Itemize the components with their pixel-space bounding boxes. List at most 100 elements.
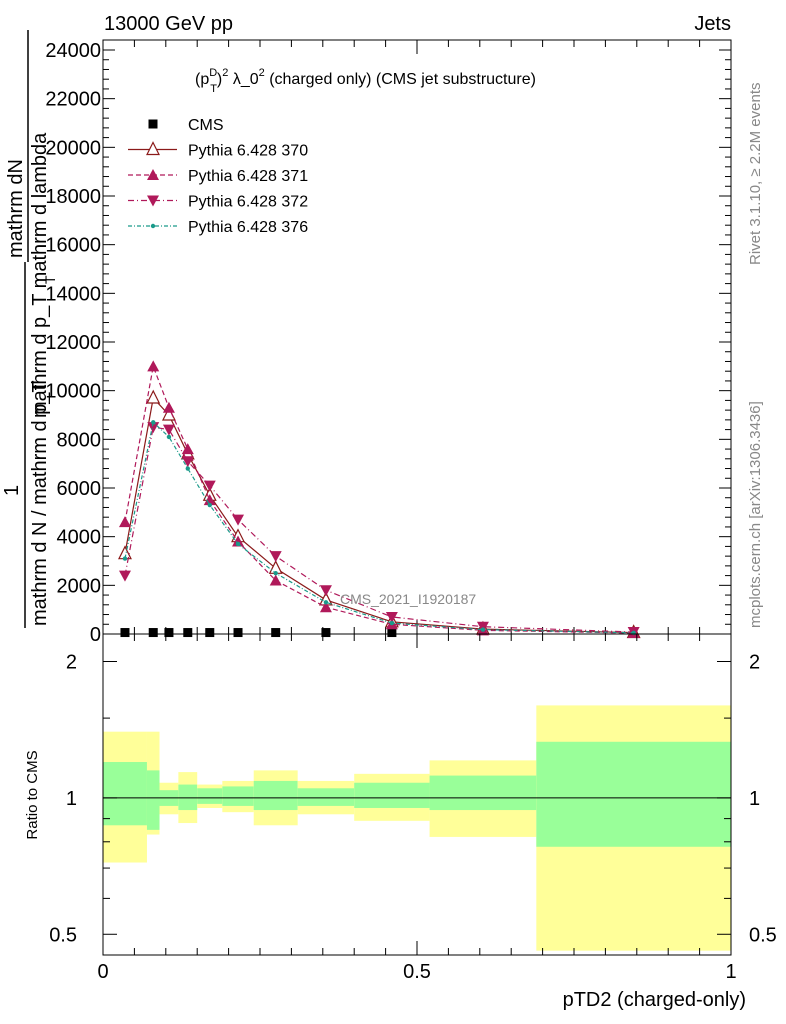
main-y-tick-label: 4000 xyxy=(57,527,102,549)
legend-label: Pythia 6.428 371 xyxy=(188,168,308,185)
series-point xyxy=(271,628,281,638)
legend-marker xyxy=(146,141,160,156)
series-point xyxy=(185,466,190,471)
main-y-tick-label: 18000 xyxy=(45,186,101,208)
series-point xyxy=(203,480,216,492)
ratio-y-ticks: 0.5 0.5 1 1 2 2 xyxy=(49,651,777,946)
y-label-numerator-top: mathrm dN xyxy=(5,159,27,258)
plot-title: (pD T)2 λ_02 (charged only) (CMS jet subs… xyxy=(195,67,536,95)
ratio-y-tick-label-right: 0.5 xyxy=(749,924,777,946)
analysis-watermark: CMS_2021_I1920187 xyxy=(340,591,476,607)
ratio-inner-band-bin xyxy=(297,788,355,806)
series-point xyxy=(122,556,128,561)
ratio-y-tick-label-right: 1 xyxy=(749,788,760,810)
main-series-group xyxy=(118,360,641,639)
series-point xyxy=(480,627,486,632)
ratio-inner-band-bin xyxy=(178,784,198,811)
series-point xyxy=(181,456,194,468)
main-y-tick-label: 10000 xyxy=(45,381,101,403)
series-point xyxy=(235,541,241,547)
series-point xyxy=(148,628,158,638)
ratio-inner-band-bin xyxy=(429,775,537,811)
series-point xyxy=(183,628,193,638)
series-point xyxy=(164,628,174,638)
series-point xyxy=(207,502,212,508)
ratio-y-tick-label: 1 xyxy=(66,788,77,810)
series-point xyxy=(162,401,175,413)
main-y-tick-label: 16000 xyxy=(45,235,101,257)
series-point xyxy=(147,360,160,372)
series-point xyxy=(319,601,332,613)
series-point xyxy=(319,585,332,597)
main-y-tick-label: 20000 xyxy=(45,137,101,159)
series-point xyxy=(323,600,329,605)
ratio-x-tick-label: 0.5 xyxy=(403,961,431,983)
ratio-inner-band-bin xyxy=(197,788,223,804)
series-point xyxy=(232,535,245,547)
series-point xyxy=(203,494,216,506)
ratio-y-tick-label: 2 xyxy=(66,651,77,673)
series-point xyxy=(269,551,282,563)
ratio-inner-band-bin xyxy=(536,741,731,847)
legend: CMS Pythia 6.428 370 Pythia 6.428 371 Pythi… xyxy=(128,117,308,236)
ratio-inner-band-bin xyxy=(354,782,430,808)
ratio-inner-band-bin xyxy=(146,770,160,830)
x-axis-label: pTD2 (charged-only) xyxy=(563,989,746,1011)
y-label-denominator-top: mathrm d p_T mathrm d lambda xyxy=(29,132,51,418)
ratio-x-ticks: 0 0.5 1 xyxy=(97,634,737,983)
series-point xyxy=(273,570,278,576)
ratio-x-tick-label: 1 xyxy=(725,961,736,983)
legend-label: Pythia 6.428 376 xyxy=(188,219,308,236)
series-point xyxy=(321,628,331,638)
series-3 xyxy=(118,422,640,639)
series-4 xyxy=(122,420,636,635)
main-y-tick-label: 22000 xyxy=(45,89,101,111)
header-right-title: Jets xyxy=(694,13,731,35)
main-y-tick-label: 2000 xyxy=(57,575,102,597)
legend-marker xyxy=(147,195,159,207)
legend-label: Pythia 6.428 372 xyxy=(188,194,308,211)
series-point xyxy=(162,424,175,436)
ratio-inner-band-bin xyxy=(222,786,254,806)
series-point xyxy=(146,389,161,404)
mcplots-label: mcplots.cern.ch [arXiv:1306.3436] xyxy=(747,401,764,628)
ratio-inner-band-bin xyxy=(253,780,298,811)
legend-label: Pythia 6.428 370 xyxy=(188,143,308,160)
main-y-tick-label: 24000 xyxy=(45,40,101,62)
y-label-numerator-one: 1 xyxy=(1,485,23,496)
main-y-ticks: 0 2000 4000 6000 8000 10000 12000 14000 16000 180… xyxy=(45,40,731,646)
series-point xyxy=(387,628,397,638)
legend-label: CMS xyxy=(188,117,224,134)
main-y-axis-label: mathrm dN mathrm d p_T mathrm d lambda T… xyxy=(1,30,58,628)
series-point xyxy=(205,628,215,638)
main-y-tick-label: 6000 xyxy=(57,478,102,500)
series-point xyxy=(166,434,172,440)
ratio-y-tick-label-right: 2 xyxy=(749,651,760,673)
series-point xyxy=(385,611,398,623)
legend-marker xyxy=(147,169,159,180)
main-y-tick-label: 12000 xyxy=(45,332,101,354)
series-line xyxy=(124,426,634,633)
y-label-subscript: T xyxy=(42,275,58,284)
series-point xyxy=(232,514,245,526)
legend-marker xyxy=(148,119,158,129)
series-point xyxy=(476,621,489,633)
series-point xyxy=(151,420,156,425)
main-y-tick-label: 14000 xyxy=(45,283,101,305)
rivet-version-label: Rivet 3.1.10, ≥ 2.2M events xyxy=(747,83,764,266)
ratio-bands xyxy=(103,705,731,951)
series-point xyxy=(181,443,194,455)
legend-marker xyxy=(150,223,156,229)
series-point xyxy=(233,628,243,638)
ratio-x-tick-label: 0 xyxy=(97,961,108,983)
ratio-plot-panel: 0.5 0.5 1 1 2 2 0 0.5 1 Ratio to CMS pTD2 (char… xyxy=(24,633,777,1011)
series-point xyxy=(118,516,131,528)
series-point xyxy=(269,574,282,586)
main-plot-panel: 0 2000 4000 6000 8000 10000 12000 14000 16000 180… xyxy=(1,30,732,646)
series-point xyxy=(147,422,160,434)
series-point xyxy=(118,570,131,582)
series-point xyxy=(389,620,395,626)
ratio-y-axis-label: Ratio to CMS xyxy=(24,750,41,839)
main-y-tick-label: 0 xyxy=(90,624,101,646)
